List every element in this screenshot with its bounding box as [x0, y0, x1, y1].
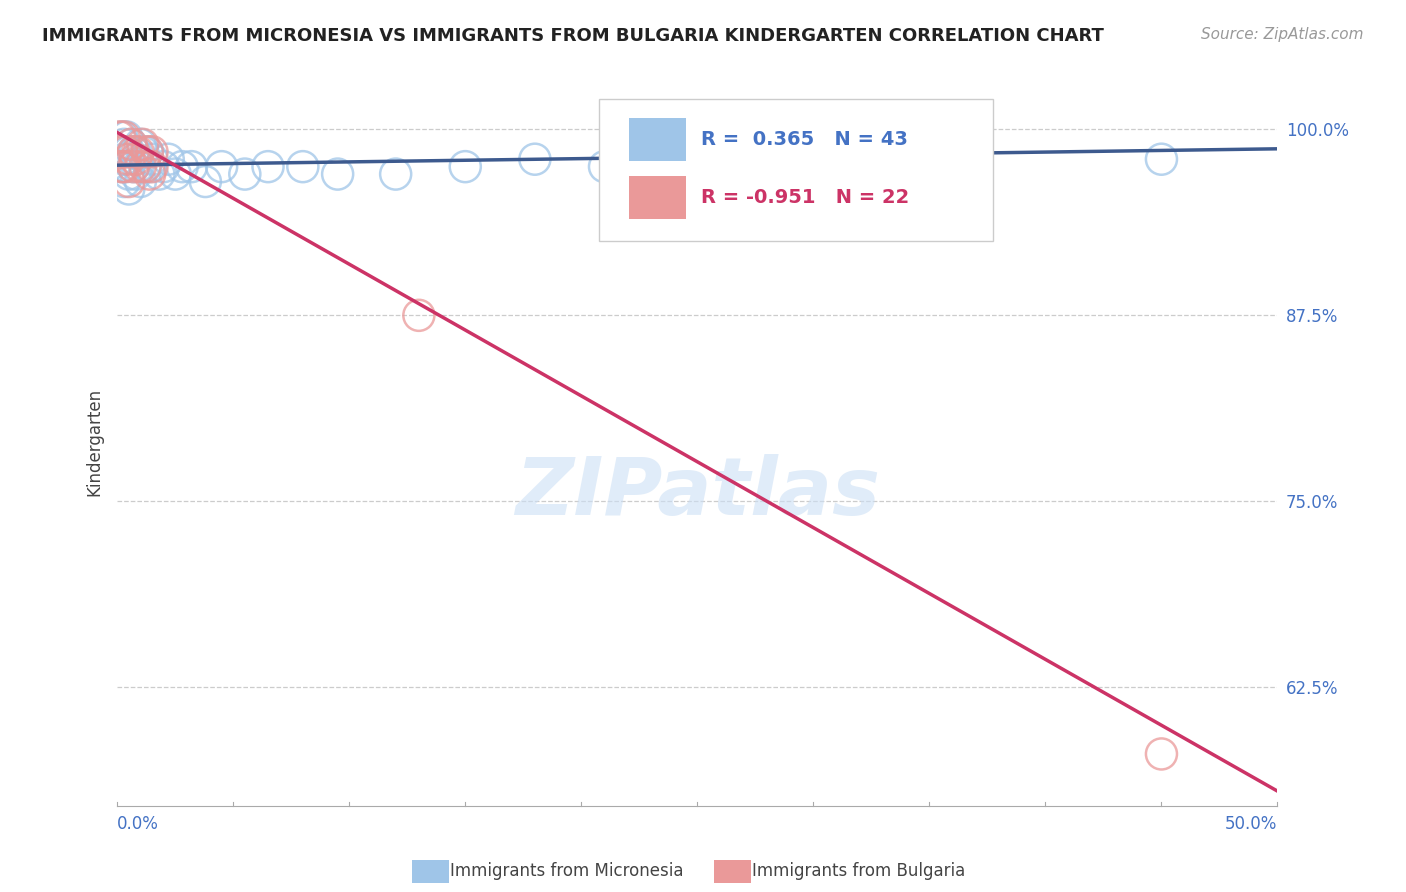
Text: 50.0%: 50.0% — [1225, 815, 1278, 833]
Text: ZIPatlas: ZIPatlas — [515, 454, 880, 532]
Point — [384, 167, 406, 181]
Point — [134, 160, 156, 174]
Point — [523, 152, 546, 166]
Point — [118, 174, 141, 188]
Point — [111, 145, 134, 159]
Point — [165, 167, 187, 181]
Point — [122, 145, 145, 159]
Point — [141, 145, 163, 159]
Text: R =  0.365   N = 43: R = 0.365 N = 43 — [700, 130, 908, 149]
Point — [115, 129, 138, 144]
Point — [108, 145, 131, 159]
Point — [112, 160, 135, 174]
Point — [593, 160, 616, 174]
Point — [129, 160, 152, 174]
Point — [112, 129, 135, 144]
Point — [138, 160, 160, 174]
Point — [118, 167, 141, 181]
Text: Immigrants from Bulgaria: Immigrants from Bulgaria — [752, 863, 966, 880]
Point — [148, 167, 170, 181]
Point — [136, 145, 159, 159]
Point — [111, 160, 134, 174]
Point — [132, 145, 155, 159]
Point — [454, 160, 477, 174]
Point — [1150, 747, 1173, 761]
Point — [134, 160, 156, 174]
Point — [180, 160, 202, 174]
Point — [118, 152, 141, 166]
Point — [118, 182, 141, 196]
Point — [129, 137, 152, 152]
Text: IMMIGRANTS FROM MICRONESIA VS IMMIGRANTS FROM BULGARIA KINDERGARTEN CORRELATION : IMMIGRANTS FROM MICRONESIA VS IMMIGRANTS… — [42, 27, 1104, 45]
Point — [233, 167, 256, 181]
Point — [122, 160, 145, 174]
Point — [141, 152, 163, 166]
Point — [120, 137, 142, 152]
Point — [291, 160, 314, 174]
Point — [111, 160, 134, 174]
Point — [125, 152, 148, 166]
Point — [172, 160, 194, 174]
Point — [125, 145, 148, 159]
Point — [152, 160, 174, 174]
Point — [112, 137, 135, 152]
FancyBboxPatch shape — [628, 118, 686, 161]
FancyBboxPatch shape — [599, 99, 993, 242]
Point — [112, 152, 135, 166]
Point — [112, 174, 135, 188]
Point — [141, 160, 163, 174]
Y-axis label: Kindergarten: Kindergarten — [86, 388, 103, 496]
Point — [157, 152, 180, 166]
Text: R = -0.951   N = 22: R = -0.951 N = 22 — [700, 188, 910, 207]
Text: Immigrants from Micronesia: Immigrants from Micronesia — [450, 863, 683, 880]
Point — [136, 145, 159, 159]
Point — [709, 167, 731, 181]
Text: Source: ZipAtlas.com: Source: ZipAtlas.com — [1201, 27, 1364, 42]
Point — [194, 174, 217, 188]
Point — [118, 145, 141, 159]
Point — [108, 129, 131, 144]
Point — [127, 145, 149, 159]
Point — [129, 174, 152, 188]
Point — [127, 160, 149, 174]
Point — [1150, 152, 1173, 166]
Point — [120, 137, 142, 152]
Point — [125, 167, 148, 181]
Point — [115, 160, 138, 174]
Point — [115, 145, 138, 159]
Point — [326, 167, 349, 181]
Point — [132, 137, 155, 152]
FancyBboxPatch shape — [628, 176, 686, 219]
Point — [211, 160, 233, 174]
Point — [122, 160, 145, 174]
Point — [111, 129, 134, 144]
Point — [138, 167, 160, 181]
Point — [257, 160, 280, 174]
Point — [122, 145, 145, 159]
Point — [918, 160, 941, 174]
Text: 0.0%: 0.0% — [117, 815, 159, 833]
Point — [408, 309, 430, 323]
